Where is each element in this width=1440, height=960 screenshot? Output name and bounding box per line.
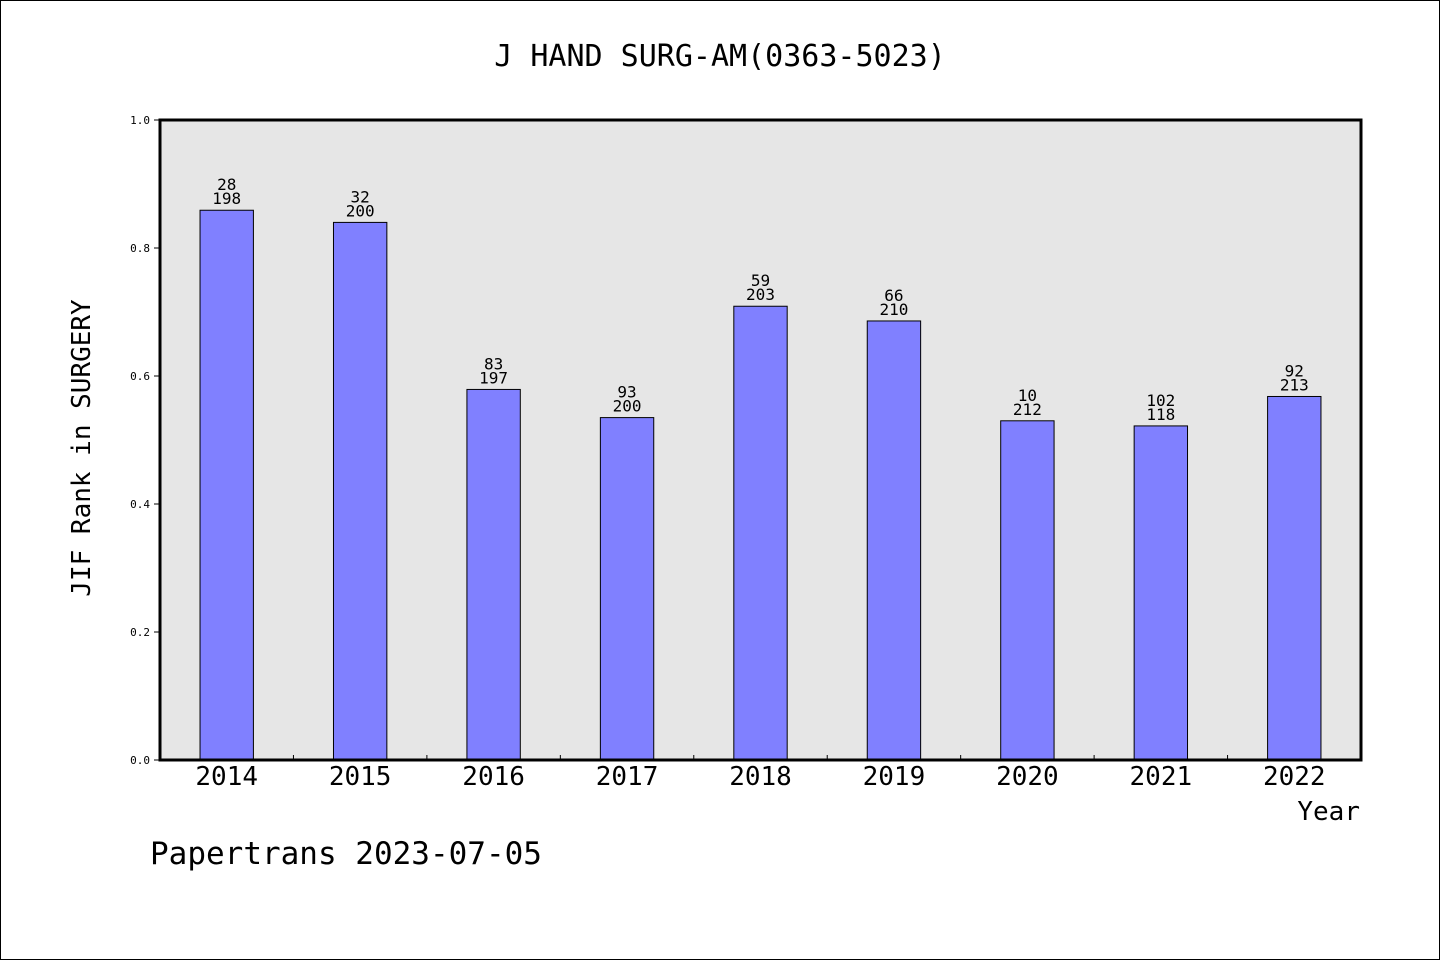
x-tick-label-2016: 2016	[462, 762, 525, 792]
bar-total-label-2022: 213	[1280, 375, 1309, 394]
bar-total-label-2021: 118	[1146, 405, 1175, 424]
bar-total-label-2018: 203	[746, 285, 775, 304]
bar-total-label-2019: 210	[879, 300, 908, 319]
x-axis-title: Year	[1297, 797, 1360, 827]
bar-rank-label-2014: 28	[217, 175, 236, 194]
bar-2016	[466, 388, 521, 761]
bar-rank-label-2020: 10	[1018, 386, 1037, 405]
bar-2018	[733, 305, 788, 761]
y-tick-label: 1.0	[130, 114, 150, 127]
x-tick-label-2014: 2014	[195, 762, 258, 792]
bar-rank-label-2017: 93	[617, 383, 636, 402]
x-tick-label-2022: 2022	[1263, 762, 1326, 792]
bar-2020	[1000, 420, 1055, 761]
x-axis-ticks: 2014 2015 2016 2017 2018 2019 2020 2021 2022	[195, 755, 1326, 792]
x-tick-label-2019: 2019	[863, 762, 926, 792]
bar-2015	[332, 221, 388, 761]
bar-2021	[1133, 425, 1189, 761]
bar-total-label-2017: 200	[613, 397, 642, 416]
y-tick-label: 0.6	[130, 370, 150, 383]
bar-rank-label-2021: 102	[1146, 391, 1175, 410]
bar-total-label-2016: 197	[479, 368, 508, 387]
bar-rank-label-2018: 59	[751, 271, 770, 290]
bars-layer	[199, 209, 1322, 761]
x-tick-label-2021: 2021	[1130, 762, 1193, 792]
bar-rank-label-2022: 92	[1285, 361, 1304, 380]
x-tick-label-2015: 2015	[329, 762, 392, 792]
footer-watermark: Papertrans 2023-07-05	[150, 836, 542, 872]
y-tick-label: 0.2	[130, 626, 150, 639]
chart-title: J HAND SURG-AM(0363-5023)	[494, 39, 946, 74]
bar-2019	[866, 320, 922, 761]
y-tick-label: 0.0	[130, 754, 150, 767]
bar-rank-label-2019: 66	[884, 286, 903, 305]
bar-rank-label-2016: 83	[484, 354, 503, 373]
bar-total-label-2014: 198	[212, 189, 241, 208]
bar-2017	[599, 417, 655, 761]
bar-total-label-2020: 212	[1013, 400, 1042, 419]
x-tick-label-2017: 2017	[596, 762, 659, 792]
bar-total-label-2015: 200	[346, 201, 375, 220]
x-tick-label-2018: 2018	[729, 762, 792, 792]
bar-rank-label-2015: 32	[351, 187, 370, 206]
plot-border	[158, 118, 1363, 762]
bar-2022	[1267, 395, 1322, 761]
bar-2014	[199, 209, 254, 761]
y-axis-ticks: 0.0 0.2 0.4 0.6 0.8 1.0	[130, 114, 160, 767]
y-tick-label: 0.4	[130, 498, 150, 511]
y-axis-title: JIF Rank in SURGERY	[67, 299, 97, 597]
y-tick-label: 0.8	[130, 242, 150, 255]
x-tick-label-2020: 2020	[996, 762, 1059, 792]
